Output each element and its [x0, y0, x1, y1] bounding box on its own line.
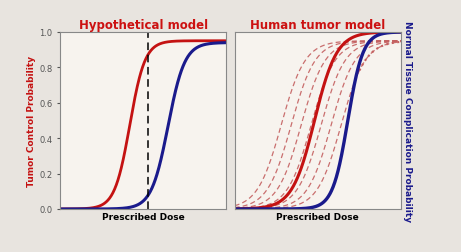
Y-axis label: Normal Tissue Complication Probability: Normal Tissue Complication Probability	[403, 21, 412, 221]
Y-axis label: Tumor Control Probability: Tumor Control Probability	[27, 56, 36, 186]
Title: Human tumor model: Human tumor model	[250, 19, 385, 32]
X-axis label: Prescribed Dose: Prescribed Dose	[102, 212, 184, 221]
X-axis label: Prescribed Dose: Prescribed Dose	[277, 212, 359, 221]
Title: Hypothetical model: Hypothetical model	[78, 19, 208, 32]
